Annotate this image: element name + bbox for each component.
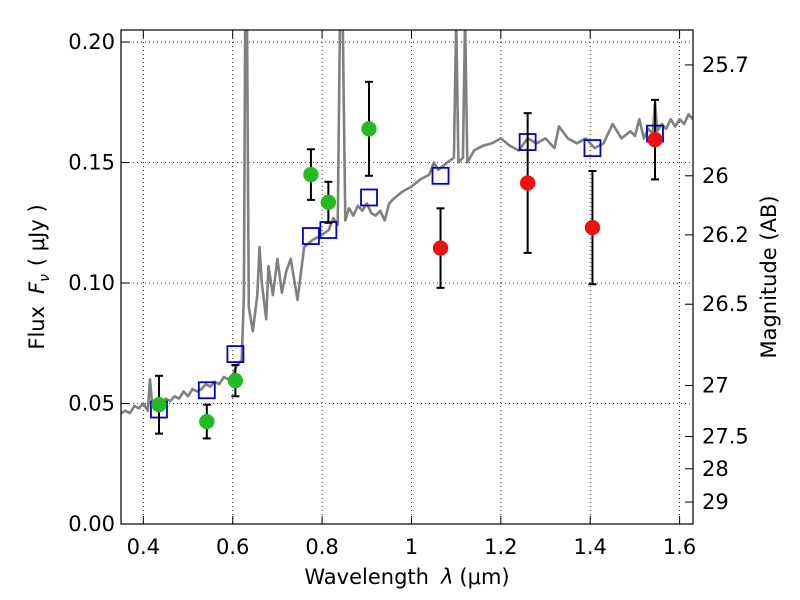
magnitude-tick-label: 27.5 [702,425,749,449]
grid [121,30,693,524]
points-layer [150,80,664,440]
plot-area [121,30,693,524]
model-photometry-square [226,345,245,364]
x-tick-label: 1.6 [663,535,696,559]
plot-frame [120,29,694,525]
magnitude-tick-label: 27 [702,373,729,397]
magnitude-tick-label: 25.7 [702,53,749,77]
ticks [121,30,693,525]
model-photometry-square [583,139,602,157]
photometry-point [647,131,663,148]
magnitude-tick-label: 28 [702,457,729,481]
photometry-point [151,396,167,413]
y-tick-label: 0.00 [68,512,115,536]
model-photometry-square [360,188,378,207]
magnitude-tick-label: 29 [702,490,729,514]
y-tick-label: 0.20 [68,30,115,54]
magnitude-tick-label: 26 [702,164,729,188]
photometry-point [303,166,319,183]
photometry-point [519,175,536,191]
x-tick-label: 0.6 [216,535,249,559]
magnitude-tick-label: 26.5 [702,292,749,316]
magnitude-tick-label: 26.2 [702,223,749,247]
x-tick-label: 1.4 [574,535,607,559]
x-tick-labels: 0.4 0.6 0.8 1 1.2 1.4 1.6 [127,535,697,559]
x-tick-label: 0.4 [127,535,160,559]
model-photometry-square [431,166,450,185]
x-axis-label: Wavelength λ (μm) [304,565,509,589]
model-photometry-square [197,381,216,400]
photometry-point [227,372,244,389]
magnitude-tick-labels: 25.7 26 26.2 26.5 27 27.5 28 29 [702,53,749,514]
photometry-point [199,413,215,430]
photometry-point [361,121,377,137]
model-photometry-square [302,227,320,245]
y-tick-label: 0.05 [68,392,115,416]
photometry-point [584,219,601,236]
x-tick-label: 1 [405,535,418,559]
photometry-point [432,240,449,256]
y2-axis-label: Magnitude (AB) [757,195,781,358]
y-tick-label: 0.15 [68,151,115,175]
y-tick-labels: 0.00 0.05 0.10 0.15 0.20 [68,30,115,536]
x-tick-label: 0.8 [305,535,338,559]
y-axis-label: FluxFν( μJy ) [25,204,53,349]
x-tick-label: 1.2 [484,535,517,559]
y-tick-label: 0.10 [68,271,115,295]
photometry-point [320,194,337,211]
